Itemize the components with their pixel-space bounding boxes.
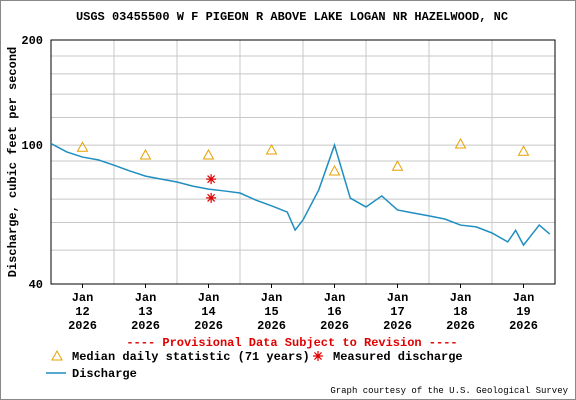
median-marker bbox=[76, 141, 89, 152]
x-tick-label: Jan bbox=[450, 291, 472, 305]
legend-label: Measured discharge bbox=[333, 350, 463, 364]
y-axis-label: Discharge, cubic feet per second bbox=[6, 47, 20, 277]
median-marker bbox=[265, 143, 278, 155]
legend-symbol bbox=[313, 351, 323, 361]
x-tick-label: Jan bbox=[513, 291, 535, 305]
legend-label: Median daily statistic (71 years) bbox=[72, 350, 310, 364]
credit: Graph courtesy of the U.S. Geological Su… bbox=[330, 386, 568, 396]
x-tick-label: Jan bbox=[72, 291, 94, 305]
x-tick-label: Jan bbox=[261, 291, 283, 305]
x-tick-label: 15 bbox=[264, 305, 278, 319]
x-tick-label: 2026 bbox=[257, 319, 286, 333]
x-tick-label: 2026 bbox=[68, 319, 97, 333]
measured-marker bbox=[206, 192, 217, 203]
y-tick-label: 200 bbox=[21, 34, 43, 48]
x-tick-label: 19 bbox=[516, 305, 530, 319]
median-marker bbox=[454, 137, 467, 149]
x-tick-label: 17 bbox=[390, 305, 404, 319]
median-marker bbox=[517, 145, 530, 156]
x-tick-label: 2026 bbox=[446, 319, 475, 333]
x-tick-label: 2026 bbox=[131, 319, 160, 333]
x-tick-label: 14 bbox=[201, 305, 215, 319]
chart-title: USGS 03455500 W F PIGEON R ABOVE LAKE LO… bbox=[76, 10, 508, 24]
y-tick-label: 100 bbox=[21, 139, 43, 153]
median-marker bbox=[328, 164, 341, 176]
x-tick-label: 2026 bbox=[194, 319, 223, 333]
median-marker bbox=[391, 160, 404, 171]
x-tick-label: Jan bbox=[387, 291, 409, 305]
x-tick-label: Jan bbox=[135, 291, 157, 305]
discharge-line bbox=[50, 142, 551, 247]
provisional-note: ---- Provisional Data Subject to Revisio… bbox=[126, 336, 457, 350]
legend-label: Discharge bbox=[72, 367, 137, 381]
x-tick-label: 2026 bbox=[320, 319, 349, 333]
x-tick-label: 16 bbox=[327, 305, 341, 319]
median-marker bbox=[139, 148, 152, 160]
x-tick-label: 2026 bbox=[383, 319, 412, 333]
measured-marker bbox=[206, 174, 217, 185]
x-tick-label: 12 bbox=[75, 305, 89, 319]
x-tick-label: Jan bbox=[198, 291, 220, 305]
median-marker bbox=[202, 148, 215, 160]
legend-symbol bbox=[51, 349, 63, 361]
x-tick-label: 2026 bbox=[509, 319, 538, 333]
x-tick-label: 18 bbox=[453, 305, 467, 319]
plot-frame bbox=[50, 39, 556, 285]
y-tick-label: 40 bbox=[29, 278, 43, 292]
x-tick-label: Jan bbox=[324, 291, 346, 305]
x-tick-label: 13 bbox=[138, 305, 152, 319]
